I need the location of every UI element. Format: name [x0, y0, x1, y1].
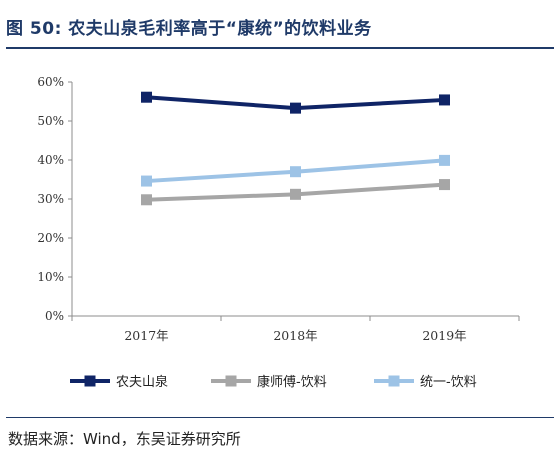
data-point [439, 154, 450, 166]
data-point [141, 194, 152, 206]
legend-swatch-marker [84, 375, 96, 387]
data-point [141, 91, 152, 103]
data-point [290, 166, 301, 178]
legend-item: 康师傅-饮料 [211, 374, 327, 390]
y-tick-label: 0% [45, 309, 64, 323]
data-point [290, 188, 301, 200]
legend-item: 农夫山泉 [70, 374, 168, 390]
y-axis-ticks: 0% 10% 20% 30% 40% 50% 60% [37, 75, 72, 323]
legend-swatch-marker [388, 375, 400, 387]
x-axis-ticks: 2017年 2018年 2019年 [71, 316, 520, 343]
y-tick-label: 40% [37, 153, 64, 167]
figure-header: 图 50: 农夫山泉毛利率高于“康统”的饮料业务 [0, 0, 559, 52]
y-tick-label: 20% [37, 231, 64, 245]
title-rule [6, 47, 554, 49]
legend-item: 统一-饮料 [374, 375, 477, 390]
source-note: 数据来源：Wind，东吴证券研究所 [8, 430, 241, 448]
series-2 [141, 179, 450, 206]
footer-rule [6, 417, 554, 418]
y-tick-label: 60% [37, 75, 64, 89]
legend-label: 康师傅-饮料 [257, 374, 327, 390]
y-tick-label: 10% [37, 270, 64, 284]
x-tick-label: 2018年 [273, 328, 317, 343]
figure-title: 图 50: 农夫山泉毛利率高于“康统”的饮料业务 [6, 19, 372, 39]
legend-label: 农夫山泉 [116, 374, 168, 390]
series-1 [141, 91, 450, 114]
legend-swatch-marker [225, 375, 237, 387]
data-point [290, 102, 301, 114]
x-tick-label: 2019年 [422, 328, 466, 343]
legend: 农夫山泉 康师傅-饮料 统一-饮料 [70, 374, 477, 390]
legend-label: 统一-饮料 [420, 375, 477, 390]
x-tick-label: 2017年 [124, 328, 168, 343]
y-tick-label: 30% [37, 192, 64, 206]
data-point [439, 94, 450, 106]
data-point [141, 175, 152, 187]
series-3 [141, 154, 450, 187]
y-tick-label: 50% [37, 114, 64, 128]
series-lines [141, 91, 450, 206]
data-point [439, 179, 450, 191]
